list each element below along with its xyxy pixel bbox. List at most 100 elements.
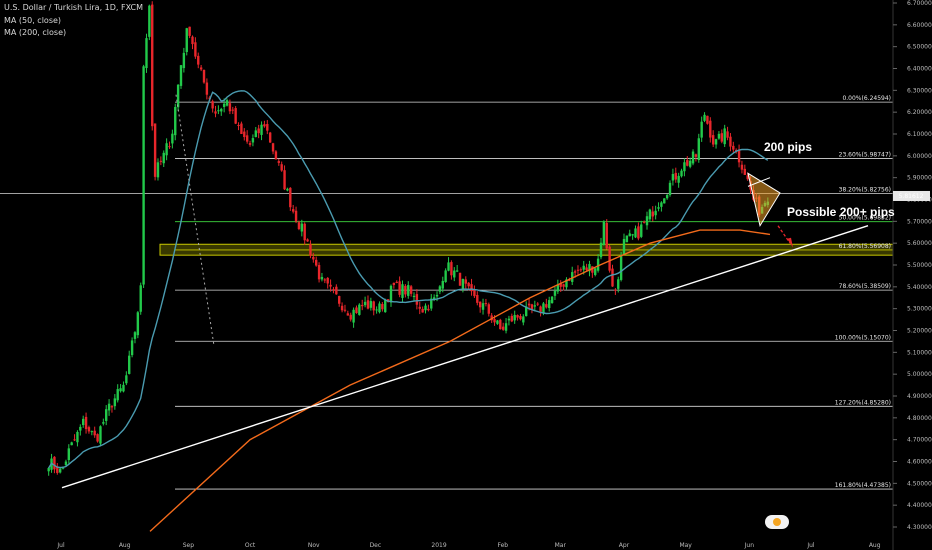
- candle-body: [642, 221, 646, 223]
- candle-body: [645, 216, 649, 226]
- y-tick-label: 5.60000: [907, 240, 932, 247]
- candle-body: [113, 398, 117, 407]
- candle-body: [539, 306, 542, 312]
- candle-body: [128, 355, 131, 374]
- projection-line: [175, 94, 215, 346]
- candle-body: [637, 226, 640, 239]
- candle-body: [110, 406, 114, 408]
- candle-body: [185, 28, 188, 53]
- candle-body: [493, 319, 496, 323]
- candle-body: [585, 267, 588, 271]
- candle-body: [674, 172, 677, 180]
- candle-body: [628, 233, 631, 237]
- fib-level-label: 161.80%(4.47385): [835, 482, 891, 489]
- candle-body: [709, 120, 712, 138]
- candle-body: [720, 133, 724, 142]
- candle-body: [148, 5, 151, 37]
- candle-body: [312, 256, 315, 260]
- candle-body: [556, 284, 560, 292]
- candle-body: [372, 301, 375, 311]
- x-tick-label: Aug: [119, 542, 131, 549]
- candle-body: [527, 303, 531, 306]
- x-tick-label: Sep: [183, 542, 195, 549]
- candle-body: [338, 296, 341, 304]
- candle-body: [553, 290, 557, 296]
- candle-body: [389, 285, 393, 303]
- candle-body: [700, 121, 703, 138]
- candle-body: [73, 439, 76, 441]
- fib-level-label: 127.20%(4.85280): [835, 399, 891, 406]
- candle-body: [582, 265, 585, 270]
- candle-body: [559, 283, 562, 287]
- candle-body: [116, 389, 119, 401]
- candle-body: [421, 308, 424, 313]
- candle-body: [105, 409, 108, 421]
- y-tick-label: 4.30000: [907, 524, 932, 531]
- ma50-legend: MA (50, close): [4, 16, 62, 25]
- candle-body: [671, 174, 675, 181]
- candle-body: [156, 162, 160, 178]
- candle-body: [205, 82, 209, 95]
- candle-body: [355, 307, 358, 314]
- candle-body: [283, 170, 286, 190]
- candle-body: [361, 305, 364, 307]
- candle-body: [378, 303, 381, 313]
- candle-body: [530, 304, 534, 310]
- candle-body: [706, 115, 709, 124]
- candle-body: [648, 209, 652, 220]
- candle-body: [384, 300, 387, 313]
- candle-body: [542, 303, 545, 314]
- y-tick-label: 5.00000: [907, 371, 932, 378]
- candle-body: [478, 301, 482, 308]
- candle-body: [571, 272, 574, 282]
- candle-body: [711, 135, 715, 145]
- candle-body: [657, 207, 660, 209]
- candle-body: [182, 52, 186, 69]
- candle-body: [602, 221, 606, 246]
- y-tick-label: 4.70000: [907, 437, 932, 444]
- candle-body: [64, 461, 68, 466]
- candle-body: [159, 160, 163, 162]
- candle-body: [622, 238, 626, 255]
- candle-body: [130, 340, 134, 356]
- candle-body: [102, 422, 105, 424]
- candle-body: [487, 304, 490, 314]
- candle-body: [404, 285, 407, 295]
- candle-body: [151, 4, 154, 127]
- candle-body: [231, 109, 234, 111]
- y-tick-label: 4.50000: [907, 480, 932, 487]
- x-tick-label: Jun: [744, 542, 755, 549]
- candle-body: [611, 268, 614, 287]
- candle-body: [686, 160, 689, 166]
- candle-body: [430, 298, 433, 309]
- down-arrow-head: [787, 237, 793, 248]
- candle-body: [651, 211, 654, 217]
- candle-body: [548, 300, 551, 308]
- candle-body: [470, 284, 473, 292]
- down-arrow-line: [777, 225, 791, 244]
- candle-body: [119, 388, 122, 392]
- candle-body: [464, 279, 467, 284]
- y-tick-label: 5.90000: [907, 175, 932, 182]
- candle-body: [79, 426, 82, 431]
- candle-body: [153, 123, 157, 177]
- candle-body: [191, 36, 194, 45]
- candle-body: [550, 296, 554, 304]
- candle-body: [174, 107, 177, 136]
- candle-body: [461, 279, 465, 289]
- candle-body: [412, 295, 416, 298]
- candle-body: [516, 315, 519, 318]
- fib-level-label: 50.00%(5.69832): [839, 215, 891, 222]
- y-tick-label: 4.60000: [907, 459, 932, 466]
- candle-body: [87, 427, 91, 432]
- tradingview-logo-icon: [765, 515, 789, 529]
- candle-body: [588, 264, 591, 272]
- candle-body: [274, 151, 278, 160]
- candle-body: [432, 297, 436, 300]
- y-tick-label: 6.60000: [907, 22, 932, 29]
- candle-body: [329, 284, 332, 287]
- candle-body: [363, 301, 367, 306]
- candle-body: [734, 149, 738, 151]
